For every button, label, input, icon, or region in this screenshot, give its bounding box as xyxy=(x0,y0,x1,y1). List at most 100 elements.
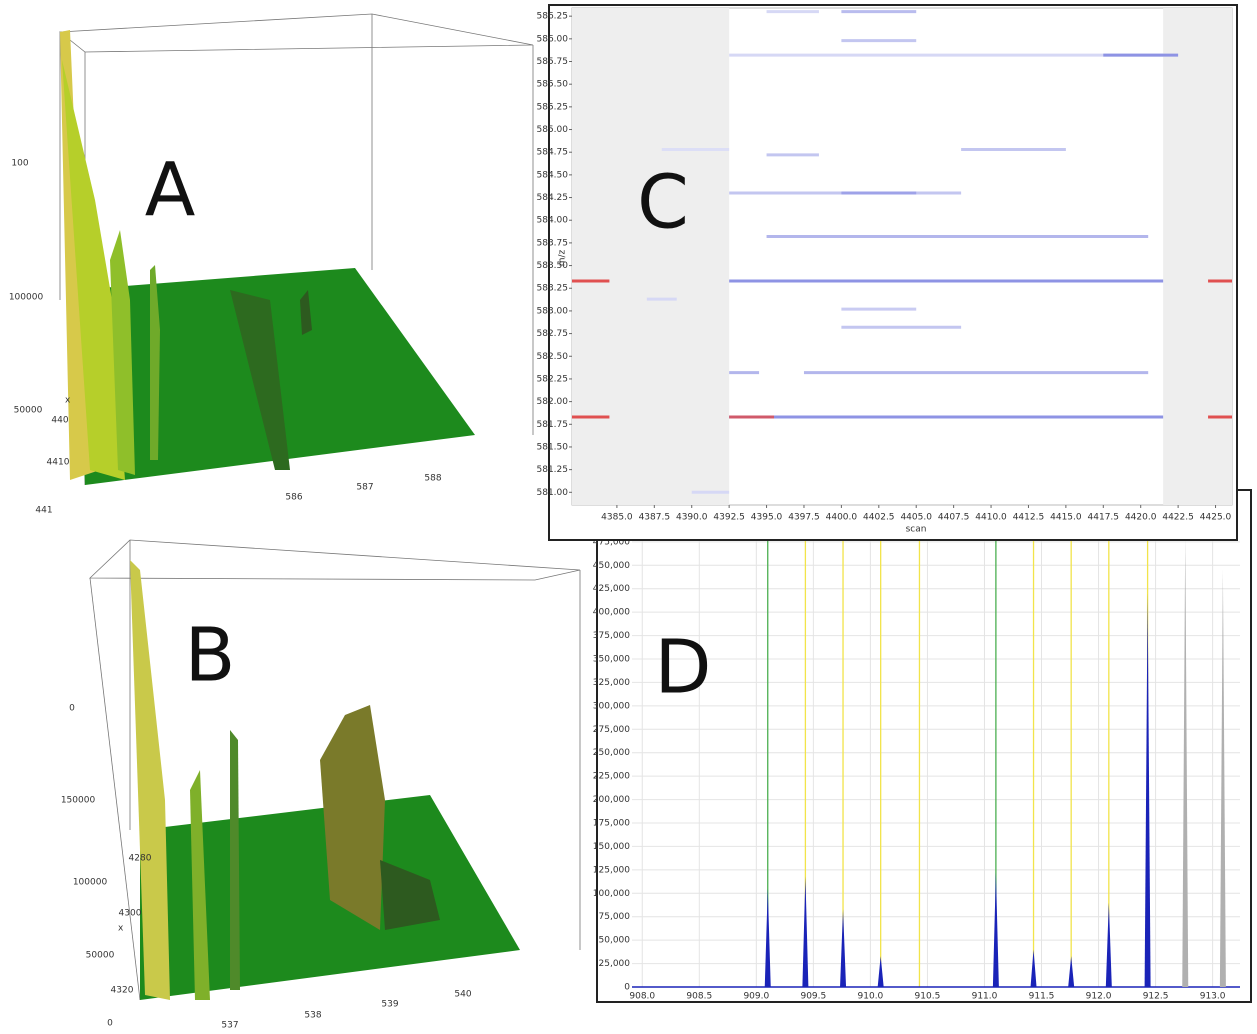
x-tick-label: 4385.0 xyxy=(601,513,633,523)
y-tick-label: 586.00 xyxy=(537,34,569,44)
y-tick-label: 125,000 xyxy=(593,865,630,875)
y-axis-label: m/z xyxy=(558,249,568,266)
y-tick-label: 583.25 xyxy=(537,284,569,294)
y-tick-label: 581.50 xyxy=(537,442,569,452)
x-tick-label: 909.0 xyxy=(743,992,769,1002)
panel-d: 0 25,000 50,000 75,000 100,000 125,000 150,000… xyxy=(593,489,1252,1003)
z-tick-label: 100000 xyxy=(9,293,44,303)
y-tick-label: 75,000 xyxy=(599,912,631,922)
x-tick-label: 588 xyxy=(424,474,441,484)
x-tick-label: 908.5 xyxy=(686,992,712,1002)
z-tick-label: 100 xyxy=(11,159,28,169)
y-tick-label: 50,000 xyxy=(599,936,631,946)
peak xyxy=(1182,537,1189,987)
panel-label: C xyxy=(637,160,689,246)
y-tick-label: 375,000 xyxy=(593,631,630,641)
panel-label: B xyxy=(185,613,236,699)
x-tick-label: 4395.0 xyxy=(751,513,783,523)
panel-label: D xyxy=(655,625,712,711)
x-tick-label: 4400.0 xyxy=(826,513,858,523)
x-tick-label: 912.5 xyxy=(1143,992,1169,1002)
y-tick-label: 275,000 xyxy=(593,725,630,735)
x-tick-label: 908.0 xyxy=(629,992,655,1002)
x-axis-label: scan xyxy=(906,525,927,535)
x-tick-label: 540 xyxy=(454,990,471,1000)
x-tick-label: 910.0 xyxy=(858,992,884,1002)
y-tick-label: 585.25 xyxy=(537,102,569,112)
y-tick-label: 4320 xyxy=(111,986,134,996)
panel-frame xyxy=(596,489,1252,1003)
x-tick-label: 4410.0 xyxy=(975,513,1007,523)
x-tick-label: 4397.5 xyxy=(788,513,820,523)
y-tick-label: 581.75 xyxy=(537,420,569,430)
x-tick-label: 587 xyxy=(356,483,373,493)
y-tick-label: 582.75 xyxy=(537,329,569,339)
y-tick-label: 582.00 xyxy=(537,397,569,407)
y-tick-label: 4280 xyxy=(129,854,152,864)
x-tick-label: 4392.5 xyxy=(713,513,745,523)
y-tick-label: 582.25 xyxy=(537,374,569,384)
peak xyxy=(877,956,884,987)
peak xyxy=(1068,956,1075,987)
y-tick-label: 100,000 xyxy=(593,889,630,899)
y-tick-label: 250,000 xyxy=(593,748,630,758)
y-tick-label: 584.75 xyxy=(537,148,569,158)
y-tick-label: 475,000 xyxy=(593,537,630,547)
y-tick-label: 425,000 xyxy=(593,584,630,594)
x-tick-label: 909.5 xyxy=(800,992,826,1002)
axis-label: x xyxy=(118,924,124,934)
y-tick-label: 585.50 xyxy=(537,80,569,90)
x-tick-label: 4420.0 xyxy=(1125,513,1157,523)
x-tick-label: 4417.5 xyxy=(1088,513,1120,523)
y-tick-label: 225,000 xyxy=(593,772,630,782)
peak xyxy=(1030,949,1037,987)
peak xyxy=(992,872,999,987)
peak xyxy=(1105,902,1112,987)
x-tick-label: 4405.0 xyxy=(900,513,932,523)
x-tick-label: 912.0 xyxy=(1086,992,1112,1002)
x-tick-label: 538 xyxy=(304,1011,321,1021)
panel-a-layout xyxy=(58,13,534,485)
x-tick-label: 537 xyxy=(221,1021,238,1031)
y-tick-label: 0 xyxy=(624,983,630,993)
z-tick-label: 150000 xyxy=(61,796,96,806)
y-tick-label: 585.75 xyxy=(537,57,569,67)
x-tick-label: 4390.0 xyxy=(676,513,708,523)
peak xyxy=(1219,569,1226,987)
y-tick-label: 150,000 xyxy=(593,842,630,852)
x-tick-label: 586 xyxy=(285,493,302,503)
x-tick-label: 4412.5 xyxy=(1013,513,1045,523)
x-tick-label: 910.5 xyxy=(915,992,941,1002)
z-tick-label: 0 xyxy=(69,704,75,714)
x-tick-label: 911.5 xyxy=(1029,992,1055,1002)
y-tick-label: 584.00 xyxy=(537,216,569,226)
z-tick-label: 100000 xyxy=(73,878,108,888)
y-tick-label: 440 xyxy=(51,416,68,426)
y-tick-label: 585.00 xyxy=(537,125,569,135)
y-tick-label: 584.25 xyxy=(537,193,569,203)
x-tick-label: 913.0 xyxy=(1200,992,1226,1002)
y-tick-label: 582.50 xyxy=(537,352,569,362)
y-tick-label: 175,000 xyxy=(593,819,630,829)
x-tick-label: 4425.0 xyxy=(1200,513,1232,523)
peak xyxy=(1144,593,1151,987)
axis-label: x xyxy=(65,396,71,406)
x-tick-label: 4402.5 xyxy=(863,513,895,523)
y-tick-label: 583.50 xyxy=(537,261,569,271)
x-tick-label: 539 xyxy=(381,1000,398,1010)
peak xyxy=(840,909,847,987)
y-tick-label: 584.50 xyxy=(537,170,569,180)
y-tick-label: 325,000 xyxy=(593,678,630,688)
y-tick-label: 581.25 xyxy=(537,465,569,475)
y-tick-label: 583.00 xyxy=(537,306,569,316)
y-tick-label: 583.75 xyxy=(537,238,569,248)
shaded-region xyxy=(572,8,730,505)
y-tick-label: 450,000 xyxy=(593,561,630,571)
y-tick-label: 200,000 xyxy=(593,795,630,805)
x-tick-label: 911.0 xyxy=(972,992,998,1002)
x-tick-label: 4407.5 xyxy=(938,513,970,523)
y-tick-label: 4300 xyxy=(119,909,142,919)
x-tick-label: 4387.5 xyxy=(639,513,671,523)
x-tick-label: 4415.0 xyxy=(1050,513,1082,523)
